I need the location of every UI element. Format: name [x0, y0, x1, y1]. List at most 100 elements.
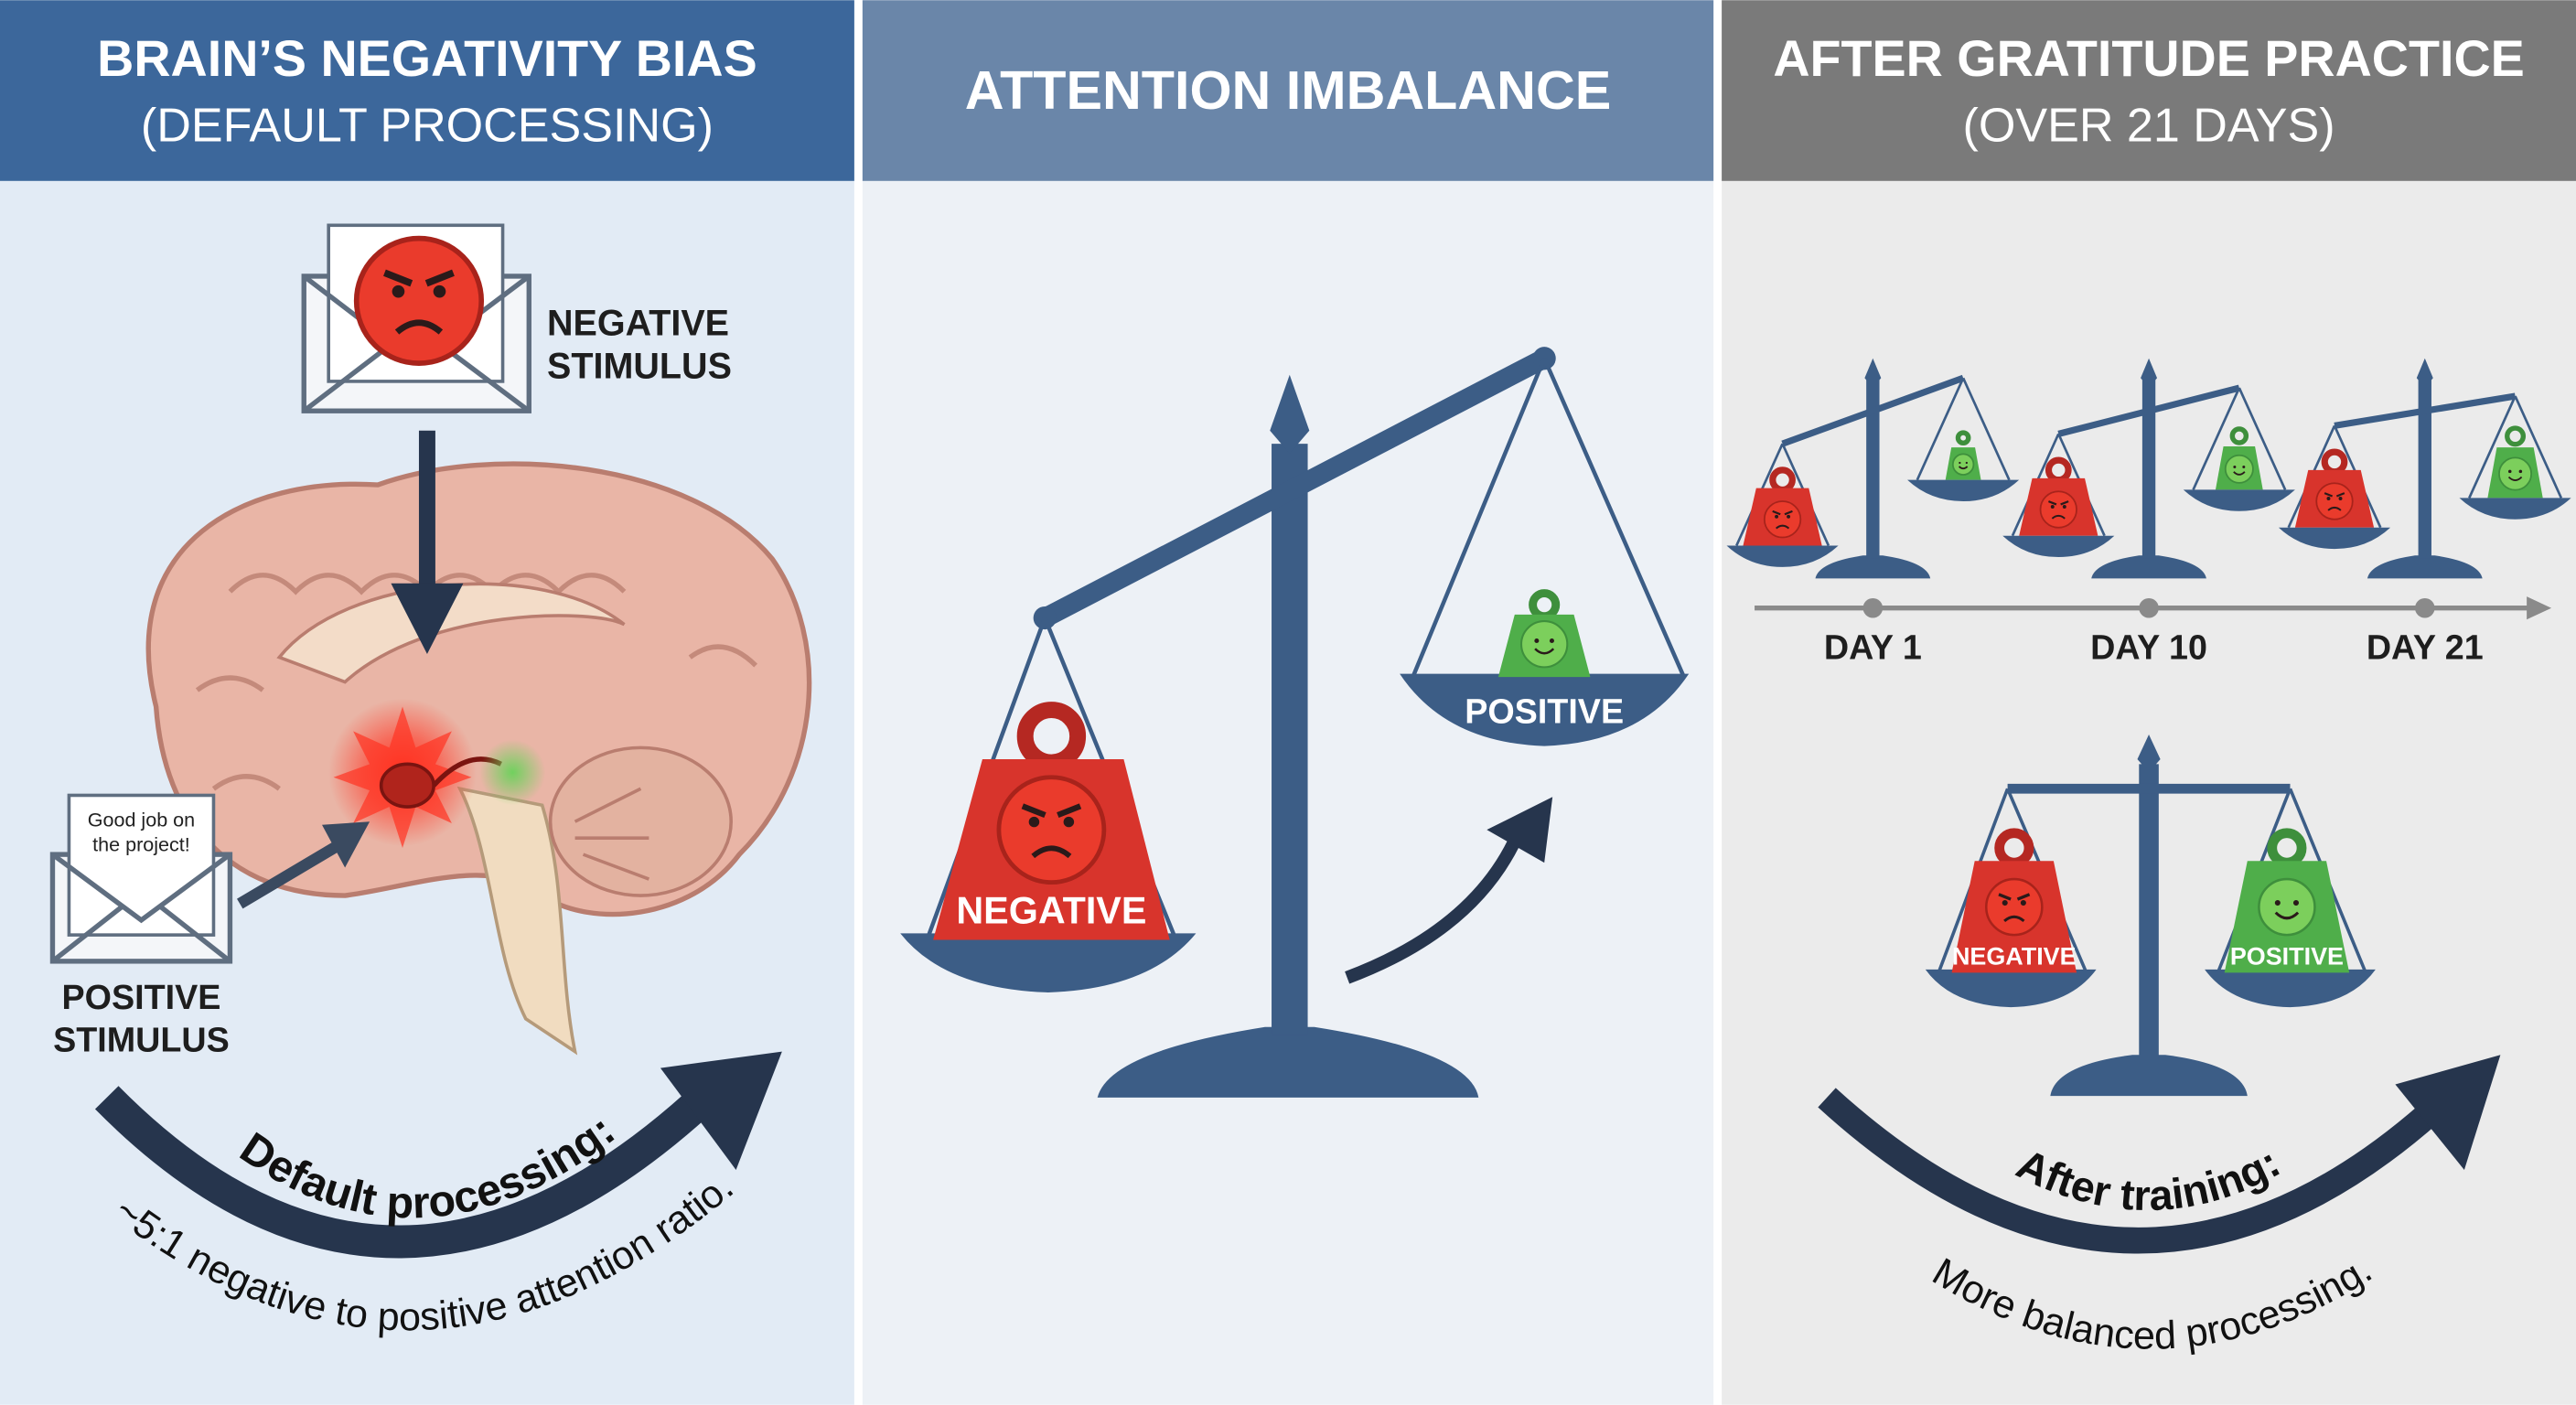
scale-pan — [2459, 498, 2571, 520]
small-scale — [1726, 358, 2020, 579]
panel-title: ATTENTION IMBALANCE — [965, 59, 1612, 121]
weight-label: POSITIVE — [1465, 692, 1624, 730]
eye — [1534, 638, 1540, 643]
mouth — [2003, 915, 2025, 923]
weight-ring — [1955, 430, 1971, 446]
positive-envelope-part — [50, 852, 232, 963]
balanced-scale-part — [2050, 1055, 2248, 1097]
eye — [1787, 514, 1791, 519]
scale-base — [2091, 555, 2206, 579]
balanced-scale-part — [2139, 764, 2159, 1060]
day-label: DAY 21 — [2367, 627, 2484, 666]
eye — [2062, 505, 2066, 509]
mouth — [1776, 524, 1790, 530]
scale-base — [1815, 555, 1931, 579]
eye — [2518, 469, 2523, 474]
stimulus-label: STIMULUS — [53, 1021, 230, 1059]
small-scale — [2002, 358, 2295, 579]
brain-part — [456, 786, 578, 1056]
weight-label: NEGATIVE — [956, 890, 1146, 932]
eye — [2002, 899, 2008, 906]
mouth — [2233, 471, 2246, 476]
infographic-part — [1984, 877, 2316, 937]
panel-1-header — [0, 0, 854, 181]
face — [1763, 500, 1802, 539]
timeline-arrow — [2527, 596, 2552, 620]
brain-part — [479, 739, 546, 806]
arrowhead — [322, 821, 370, 868]
scale-part — [1272, 444, 1308, 1035]
timeline-dot — [2415, 597, 2435, 618]
eye — [2050, 505, 2055, 509]
mouth — [2327, 506, 2342, 511]
brows — [1021, 803, 1082, 819]
panel-title: BRAIN’S NEGATIVITY BIAS — [97, 30, 757, 87]
brows — [2324, 492, 2345, 498]
scale-pan — [2183, 489, 2295, 511]
positive-envelope-part — [67, 793, 216, 937]
face — [1519, 620, 1569, 669]
infographic-part — [996, 620, 1569, 885]
curved-arrow — [1818, 1088, 2449, 1254]
panel-3-header — [1722, 0, 2576, 181]
eye — [2292, 899, 2300, 906]
scale-pan — [2278, 527, 2391, 550]
brows — [383, 269, 455, 287]
angry-face — [996, 775, 1107, 885]
scale-finial — [1864, 358, 1882, 389]
happy-face — [1519, 620, 1569, 669]
mouth — [2274, 911, 2300, 920]
eye — [2233, 466, 2237, 469]
scale-beam — [2057, 384, 2240, 437]
eye — [433, 284, 446, 298]
scale-part — [1097, 1026, 1479, 1098]
angry-face — [2039, 490, 2077, 529]
infographic-part — [1726, 358, 2571, 579]
panel-2-header — [862, 0, 1714, 181]
panel-title: AFTER GRATITUDE PRACTICE — [1773, 30, 2524, 87]
eye — [1028, 816, 1040, 828]
eye — [1549, 638, 1554, 643]
scale-part — [1400, 673, 1690, 746]
curved-arrow — [1345, 827, 1526, 984]
eye — [2326, 497, 2331, 501]
stimulus-label: NEGATIVE — [547, 304, 729, 344]
message-text: Good job on — [88, 809, 195, 831]
happy-face — [2224, 454, 2254, 484]
scale-pan — [1907, 479, 2020, 501]
happy-face — [1951, 453, 1975, 476]
eye — [1775, 514, 1779, 519]
weight-label: NEGATIVE — [1952, 942, 2077, 970]
balanced-scale-part — [2205, 969, 2376, 1008]
mouth — [2051, 514, 2066, 520]
mouth — [1958, 466, 1969, 470]
angry-face — [353, 235, 485, 366]
timeline-dot — [1862, 597, 1884, 618]
scale-pan — [2002, 535, 2115, 558]
arrowhead — [1487, 797, 1553, 863]
eye — [1965, 461, 1968, 465]
mouth — [2507, 476, 2523, 481]
brain — [145, 461, 812, 1056]
arrow — [236, 841, 340, 909]
scale-part — [1040, 349, 1550, 627]
scale-finial — [2416, 358, 2433, 389]
eye — [1959, 461, 1961, 465]
happy-face — [2498, 456, 2533, 491]
eye — [2507, 469, 2512, 474]
angry-face — [1984, 877, 2044, 937]
brows — [1772, 509, 1793, 516]
face — [2498, 456, 2533, 491]
scale-pan — [1726, 545, 1839, 567]
eye — [2274, 899, 2281, 906]
balanced-scale-part — [1925, 969, 2097, 1008]
arrowhead — [391, 583, 464, 655]
scale-pole — [1866, 378, 1880, 559]
mouth — [394, 319, 444, 335]
face — [1984, 877, 2044, 937]
eye — [2338, 497, 2343, 501]
scale-finial — [2141, 358, 2158, 389]
day-label: DAY 1 — [1824, 627, 1922, 666]
